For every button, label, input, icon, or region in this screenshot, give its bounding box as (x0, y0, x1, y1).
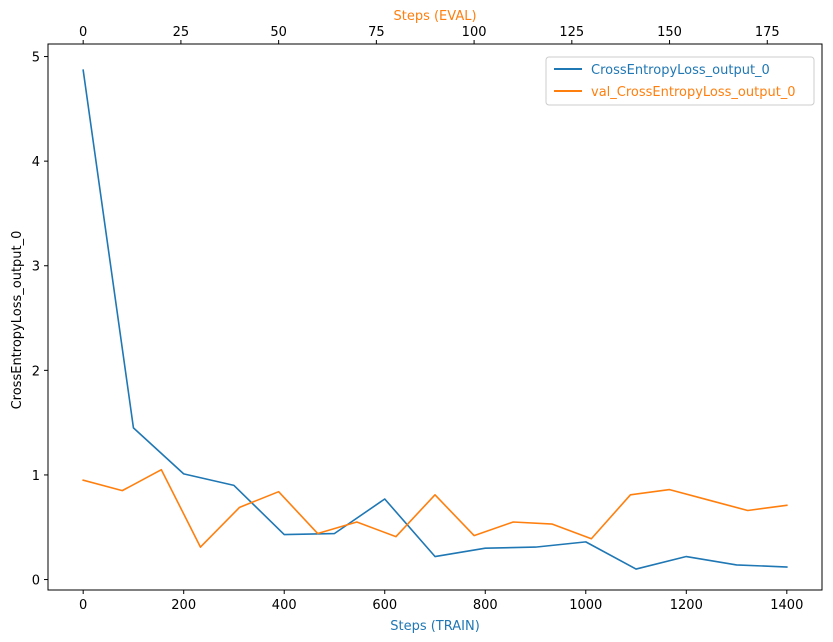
x-train-tick-label: 600 (372, 598, 397, 613)
y-axis-ticks: 0 1 2 3 4 5 (32, 51, 48, 589)
y-tick-label: 5 (32, 51, 40, 66)
legend-label-train: CrossEntropyLoss_output_0 (591, 63, 770, 78)
x-axis-train-ticks: 0 200 400 600 800 1000 1200 1400 (79, 590, 803, 613)
x-train-tick-label: 1000 (569, 598, 602, 613)
legend-box (545, 56, 815, 106)
x-axis-train-title: Steps (TRAIN) (390, 619, 480, 634)
y-tick-label: 1 (32, 469, 40, 484)
series-lines (82, 69, 788, 570)
x-eval-tick-label: 175 (755, 25, 780, 40)
x-eval-tick-label: 100 (462, 25, 487, 40)
x-train-tick-label: 200 (171, 598, 196, 613)
x-eval-tick-label: 25 (173, 25, 190, 40)
x-train-tick-label: 400 (272, 598, 297, 613)
legend-label-eval: val_CrossEntropyLoss_output_0 (591, 85, 796, 100)
plot-area-frame (47, 43, 823, 591)
x-eval-tick-label: 75 (368, 25, 385, 40)
x-axis-eval-title: Steps (EVAL) (393, 9, 476, 24)
x-eval-tick-label: 150 (657, 25, 682, 40)
y-tick-label: 3 (32, 260, 40, 275)
y-tick-label: 4 (32, 155, 40, 170)
series-line-val-loss (82, 468, 788, 548)
x-eval-tick-label: 50 (270, 25, 287, 40)
x-eval-tick-label: 0 (79, 25, 87, 40)
x-train-tick-label: 1400 (770, 598, 803, 613)
y-axis-title: CrossEntropyLoss_output_0 (10, 231, 25, 410)
x-train-tick-label: 800 (473, 598, 498, 613)
y-tick-label: 0 (32, 574, 40, 589)
x-train-tick-label: 0 (79, 598, 87, 613)
x-train-tick-label: 1200 (670, 598, 703, 613)
series-line-train-loss (82, 69, 788, 570)
x-axis-eval-ticks: 0 25 50 75 100 125 150 175 (79, 25, 780, 44)
x-eval-tick-label: 125 (559, 25, 584, 40)
y-tick-label: 2 (32, 364, 40, 379)
legend: CrossEntropyLoss_output_0 val_CrossEntro… (545, 56, 815, 106)
